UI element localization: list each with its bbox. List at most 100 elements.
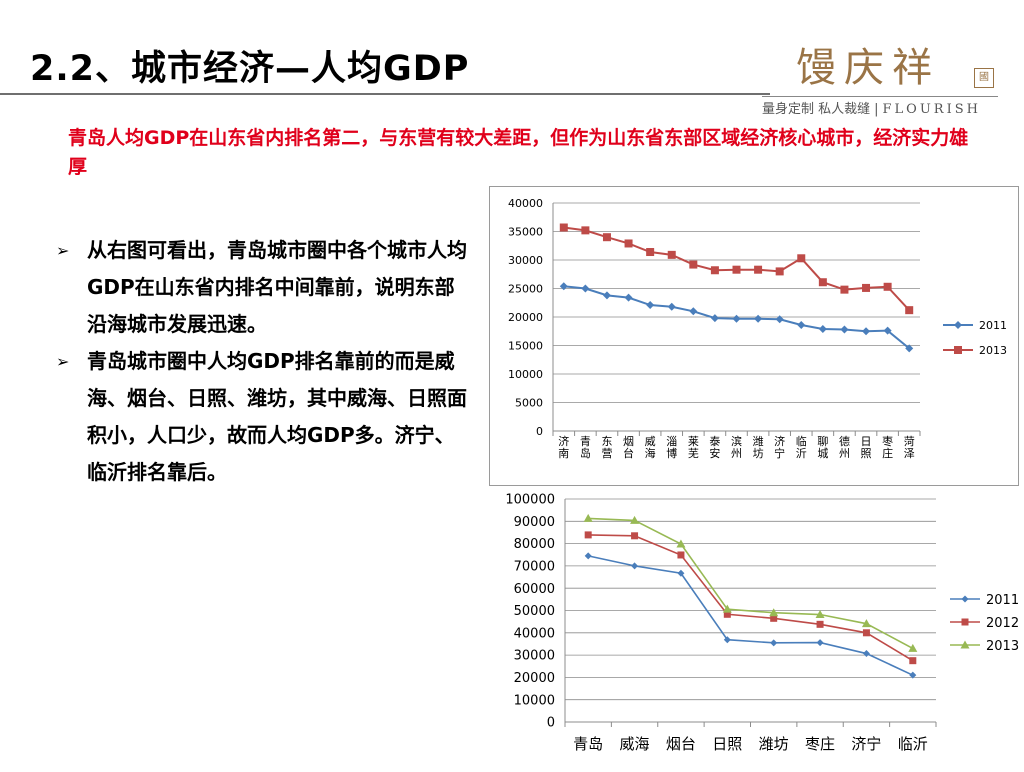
- x-tick-label: 枣庄: [882, 435, 893, 460]
- y-tick-label: 40000: [508, 197, 543, 210]
- data-point-2013: [818, 278, 827, 287]
- arrow-bullet-icon: ➢: [56, 241, 70, 260]
- y-tick-label: 20000: [514, 671, 555, 686]
- y-tick-label: 10000: [508, 368, 543, 381]
- x-tick-label: 临沂: [796, 434, 807, 460]
- data-point-2013: [754, 265, 763, 274]
- x-tick-label: 泰安: [709, 434, 720, 460]
- y-tick-label: 80000: [514, 537, 555, 552]
- data-point-2013: [630, 515, 640, 524]
- data-point-2011: [754, 314, 763, 323]
- data-point-2011: [775, 315, 784, 324]
- y-tick-label: 0: [536, 425, 543, 438]
- bullet-list: ➢ 从右图可看出，青岛城市圈中各个城市人均GDP在山东省内排名中间靠前，说明东部…: [56, 232, 476, 491]
- data-point-2013: [710, 266, 719, 275]
- legend-marker-2011: [954, 321, 962, 329]
- arrow-bullet-icon: ➢: [56, 352, 70, 371]
- data-point-2013: [624, 239, 633, 248]
- logo-divider: [762, 96, 998, 97]
- brand-logo: 馒庆祥 國 量身定制 私人裁缝 | FLOURISH: [762, 42, 1007, 117]
- data-point-2013: [581, 226, 590, 235]
- province-gdp-chart: 0 5000 10000 15000 20000 25000 30000 35000 40000…: [489, 186, 1019, 486]
- logo-tagline: 量身定制 私人裁缝 | FLOURISH: [762, 98, 981, 117]
- x-tick-label: 菏泽: [904, 435, 915, 460]
- data-point-2011: [862, 650, 870, 658]
- y-tick-label: 0: [547, 716, 555, 731]
- x-tick-label: 青岛: [580, 435, 591, 460]
- logo-tagline-cn: 量身定制 私人裁缝: [762, 102, 871, 117]
- y-tick-label: 10000: [514, 693, 555, 708]
- data-point-2013: [722, 604, 732, 613]
- data-point-2013: [815, 610, 825, 619]
- data-point-2011: [646, 301, 655, 310]
- qingdao-circle-gdp-svg: 0 10000 20000 30000 40000 50000 60000 70000 8000…: [505, 493, 1019, 753]
- legend-label-2013: 2013: [986, 639, 1019, 654]
- x-tick-label: 淄博: [666, 435, 677, 460]
- x-tick-label: 威海: [645, 435, 656, 460]
- data-point-2011: [602, 291, 611, 300]
- data-point-2013: [732, 265, 741, 274]
- logo-wordmark: 馒庆祥: [796, 45, 940, 91]
- legend-label-2012: 2012: [986, 616, 1019, 631]
- data-point-2012: [723, 610, 731, 618]
- data-point-2013: [676, 539, 686, 548]
- data-point-2013: [559, 223, 568, 232]
- series-line-2013: [588, 517, 914, 650]
- legend-marker-2011: [961, 595, 969, 603]
- data-point-2013: [861, 619, 871, 628]
- x-tick-label: 日照: [861, 435, 872, 460]
- data-point-2011: [909, 671, 917, 679]
- x-tick-label: 东营: [601, 435, 612, 460]
- data-point-2013: [667, 250, 676, 259]
- bullet-text: 从右图可看出，青岛城市圈中各个城市人均GDP在山东省内排名中间靠前，说明东部沿海…: [87, 238, 467, 336]
- data-point-2011: [689, 307, 698, 316]
- data-point-2011: [710, 314, 719, 323]
- bullet-item: ➢ 青岛城市圈中人均GDP排名靠前的而是威海、烟台、日照、潍坊，其中威海、日照面…: [56, 343, 476, 491]
- data-point-2013: [797, 254, 806, 263]
- logo-seal-icon: 國: [974, 68, 994, 88]
- y-tick-label: 25000: [508, 282, 543, 295]
- title-divider: [0, 93, 770, 95]
- data-point-2013: [583, 513, 593, 522]
- x-tick-label: 潍坊: [759, 735, 789, 753]
- x-tick-label: 莱芜: [688, 435, 699, 460]
- data-point-2011: [559, 282, 568, 291]
- data-point-2011: [818, 324, 827, 333]
- logo-tagline-separator: |: [874, 102, 879, 117]
- series-line-2012: [588, 534, 914, 662]
- y-tick-label: 90000: [514, 515, 555, 530]
- logo-tagline-en: FLOURISH: [882, 102, 981, 117]
- y-tick-label: 30000: [514, 649, 555, 664]
- x-tick-label: 青岛: [573, 735, 603, 753]
- legend-marker-2012: [961, 618, 969, 626]
- x-tick-label: 临沂: [898, 735, 928, 753]
- data-point-2012: [770, 614, 778, 622]
- data-point-2011: [816, 639, 824, 647]
- data-point-2012: [677, 551, 685, 559]
- data-point-2012: [631, 532, 639, 540]
- legend-label-2011: 2011: [979, 319, 1007, 332]
- x-tick-label: 德州: [839, 434, 850, 460]
- data-point-2013: [908, 643, 918, 652]
- data-point-2011: [584, 552, 592, 560]
- data-point-2012: [584, 531, 592, 539]
- y-tick-label: 30000: [508, 254, 543, 267]
- data-point-2012: [909, 657, 917, 665]
- legend-label-2013: 2013: [979, 344, 1007, 357]
- data-point-2011: [667, 302, 676, 311]
- data-point-2013: [840, 285, 849, 294]
- x-tick-label: 济宁: [851, 735, 881, 753]
- y-tick-label: 40000: [514, 626, 555, 641]
- x-tick-label: 枣庄: [805, 735, 835, 753]
- y-tick-label: 35000: [508, 225, 543, 238]
- qingdao-circle-gdp-chart: 0 10000 20000 30000 40000 50000 60000 70000 8000…: [490, 486, 1024, 768]
- data-point-2011: [862, 327, 871, 336]
- data-point-2011: [905, 344, 914, 353]
- y-tick-label: 60000: [514, 582, 555, 597]
- y-tick-label: 70000: [514, 559, 555, 574]
- x-tick-label: 威海: [620, 735, 650, 753]
- data-point-2013: [905, 306, 914, 315]
- series-line-2011: [588, 555, 914, 676]
- province-gdp-svg: 0 5000 10000 15000 20000 25000 30000 35000 40000…: [508, 197, 1007, 460]
- data-point-2013: [646, 248, 655, 257]
